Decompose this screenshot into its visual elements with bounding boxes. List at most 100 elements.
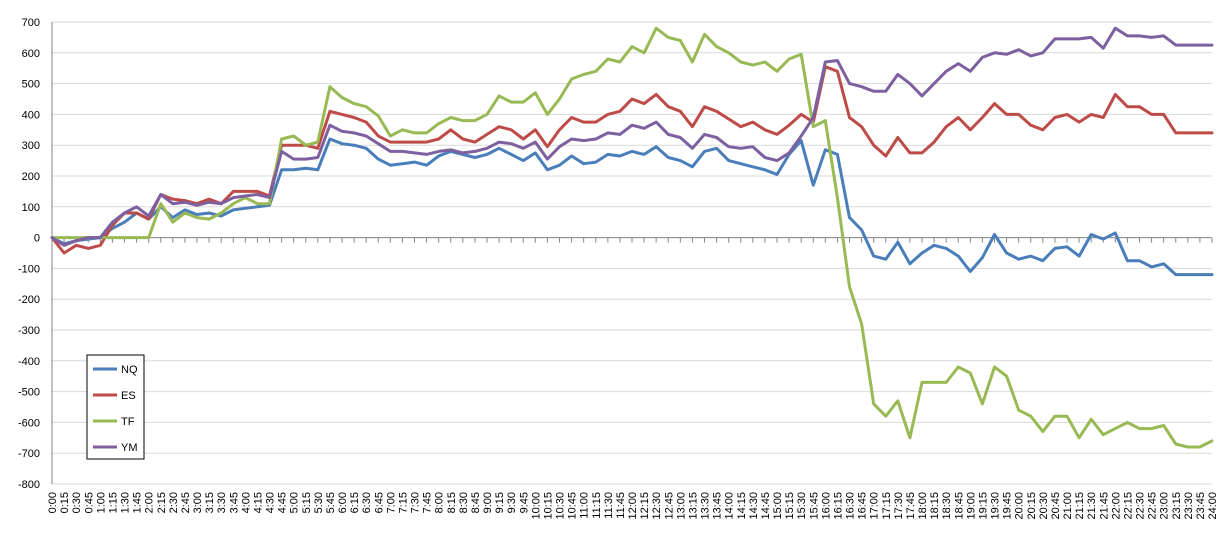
y-tick-label: 0 — [34, 233, 40, 245]
x-tick-label: 4:45 — [277, 492, 289, 513]
x-tick-label: 7:15 — [397, 492, 409, 513]
x-tick-label: 20:45 — [1050, 492, 1062, 520]
x-tick-label: 21:30 — [1086, 492, 1098, 520]
x-tick-label: 11:30 — [603, 492, 615, 519]
legend-box — [86, 354, 145, 460]
x-tick-label: 12:00 — [627, 492, 639, 520]
x-tick-label: 3:30 — [216, 492, 228, 513]
legend-label-tf: TF — [121, 416, 135, 428]
x-tick-label: 6:00 — [337, 492, 349, 513]
x-tick-label: 13:15 — [687, 492, 699, 520]
x-tick-label: 19:45 — [1002, 492, 1014, 520]
x-tick-label: 9:15 — [494, 492, 506, 513]
x-tick-label: 13:45 — [712, 492, 724, 520]
x-tick-label: 7:30 — [410, 492, 422, 513]
x-tick-label: 1:45 — [132, 492, 144, 513]
y-tick-label: 200 — [22, 171, 40, 183]
x-tick-label: 14:45 — [760, 492, 772, 520]
y-tick-label: -200 — [18, 294, 40, 306]
x-tick-label: 20:30 — [1038, 492, 1050, 520]
x-tick-label: 19:00 — [965, 492, 977, 520]
x-tick-label: 22:00 — [1110, 492, 1122, 520]
x-tick-label: 22:15 — [1122, 492, 1134, 520]
x-tick-label: 4:15 — [252, 492, 264, 513]
x-tick-label: 14:30 — [748, 492, 760, 520]
x-tick-label: 11:45 — [615, 492, 627, 519]
x-tick-label: 0:30 — [71, 492, 83, 513]
x-tick-label: 11:15 — [591, 492, 603, 519]
x-tick-label: 22:30 — [1135, 492, 1147, 520]
x-tick-label: 8:45 — [470, 492, 482, 513]
x-tick-label: 21:00 — [1062, 492, 1074, 520]
legend-label-ym: YM — [121, 442, 138, 454]
x-tick-label: 9:45 — [518, 492, 530, 513]
legend: NQ ES TF YM — [86, 354, 145, 460]
x-tick-label: 24:00 — [1207, 492, 1219, 520]
y-tick-label: -100 — [18, 263, 40, 275]
x-tick-label: 1:00 — [95, 492, 107, 513]
x-tick-label: 11:00 — [579, 492, 591, 519]
x-tick-label: 5:00 — [289, 492, 301, 513]
x-tick-label: 3:00 — [192, 492, 204, 513]
x-tick-label: 6:30 — [361, 492, 373, 513]
x-tick-label: 19:30 — [990, 492, 1002, 520]
x-tick-label: 12:30 — [651, 492, 663, 520]
x-tick-label: 0:00 — [47, 492, 59, 513]
x-tick-label: 5:15 — [301, 492, 313, 513]
x-tick-label: 23:15 — [1171, 492, 1183, 520]
series-line-ym — [50, 26, 1214, 247]
series-line-tf — [50, 26, 1214, 449]
x-tick-label: 8:30 — [458, 492, 470, 513]
x-tick-label: 10:00 — [530, 492, 542, 520]
x-tick-label: 10:30 — [555, 492, 567, 520]
y-tick-label: 100 — [22, 202, 40, 214]
x-tick-label: 16:45 — [857, 492, 869, 520]
x-tick-label: 7:45 — [422, 492, 434, 513]
y-tick-label: -800 — [18, 479, 40, 491]
x-tick-label: 8:00 — [434, 492, 446, 513]
x-tick-label: 9:30 — [506, 492, 518, 513]
legend-label-es: ES — [121, 390, 136, 402]
x-tick-label: 9:00 — [482, 492, 494, 513]
x-tick-label: 4:00 — [240, 492, 252, 513]
x-tick-label: 14:00 — [724, 492, 736, 520]
x-tick-label: 3:15 — [204, 492, 216, 513]
x-tick-label: 20:00 — [1014, 492, 1026, 520]
x-tick-label: 23:00 — [1159, 492, 1171, 520]
y-tick-label: -500 — [18, 387, 40, 399]
series-line-nq — [50, 137, 1214, 277]
x-tick-label: 0:45 — [83, 492, 95, 513]
x-tick-label: 23:30 — [1183, 492, 1195, 520]
x-tick-label: 20:15 — [1026, 492, 1038, 520]
x-tick-label: 1:15 — [107, 492, 119, 513]
x-tick-label: 16:15 — [832, 492, 844, 520]
x-tick-label: 12:15 — [639, 492, 651, 520]
x-tick-label: 13:00 — [675, 492, 687, 520]
series-layer — [50, 26, 1214, 449]
x-tick-label: 18:30 — [941, 492, 953, 520]
x-tick-label: 14:15 — [736, 492, 748, 520]
x-tick-label: 21:15 — [1074, 492, 1086, 520]
x-tick-label: 12:45 — [663, 492, 675, 520]
x-tick-label: 22:45 — [1147, 492, 1159, 520]
y-tick-label: -400 — [18, 356, 40, 368]
x-tick-label: 17:30 — [893, 492, 905, 520]
y-tick-label: 700 — [22, 17, 40, 29]
x-tick-label: 19:15 — [977, 492, 989, 520]
x-tick-label: 15:00 — [772, 492, 784, 520]
x-tick-label: 15:30 — [796, 492, 808, 520]
axis-layer: 700 600 500 400 300 200 100 0 -100 -200 -300 -400 -5… — [18, 17, 1219, 520]
y-tick-label: 300 — [22, 140, 40, 152]
x-tick-label: 6:15 — [349, 492, 361, 513]
x-tick-label: 17:45 — [905, 492, 917, 520]
x-tick-label: 5:45 — [325, 492, 337, 513]
legend-label-nq: NQ — [121, 364, 138, 376]
x-tick-label: 3:45 — [228, 492, 240, 513]
x-tick-label: 2:30 — [168, 492, 180, 513]
x-tick-label: 21:45 — [1098, 492, 1110, 520]
y-tick-label: 500 — [22, 79, 40, 91]
x-tick-label: 16:00 — [820, 492, 832, 520]
x-tick-label: 17:00 — [869, 492, 881, 520]
